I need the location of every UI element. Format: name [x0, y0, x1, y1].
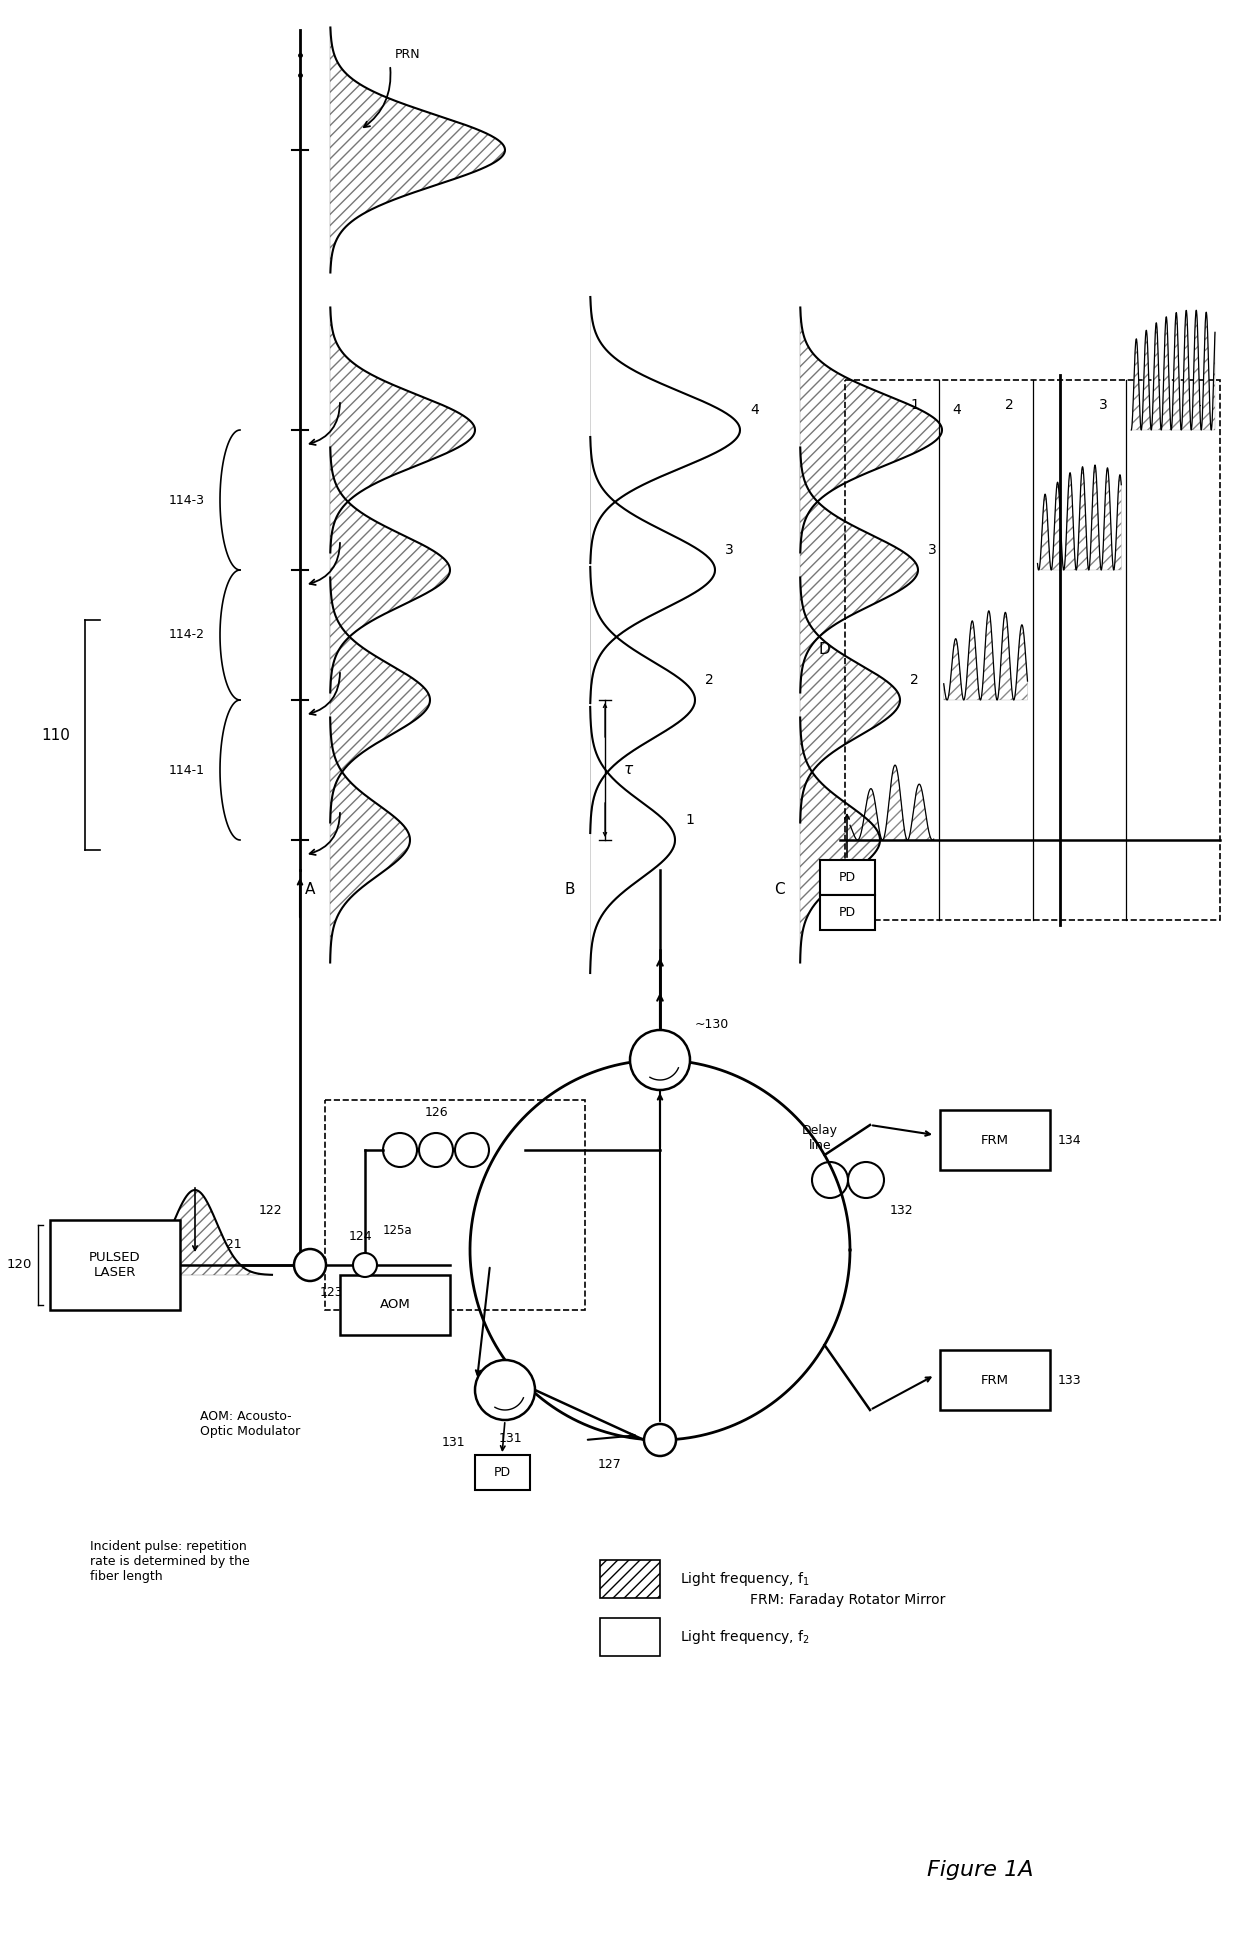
Text: 4: 4: [1192, 398, 1200, 412]
Text: 121: 121: [218, 1238, 242, 1251]
Text: PD: PD: [839, 906, 856, 919]
Text: Incident pulse: repetition
rate is determined by the
fiber length: Incident pulse: repetition rate is deter…: [91, 1540, 249, 1583]
Text: PR4: PR4: [345, 383, 370, 396]
Bar: [475, 1454, 529, 1489]
Bar: [940, 1351, 1050, 1409]
Text: 123: 123: [320, 1286, 343, 1300]
Text: 3: 3: [725, 543, 734, 556]
Text: 128: 128: [304, 1257, 329, 1269]
Text: 110: 110: [41, 728, 69, 742]
Text: 120: 120: [6, 1259, 32, 1271]
Text: 133: 133: [1058, 1374, 1081, 1386]
Text: 1: 1: [890, 812, 899, 828]
Bar: [600, 1560, 660, 1599]
Text: 134: 134: [1058, 1134, 1081, 1146]
Text: A: A: [305, 882, 315, 898]
Text: PRN: PRN: [396, 49, 420, 62]
Text: 2: 2: [706, 673, 714, 687]
Circle shape: [353, 1253, 377, 1277]
Text: PD: PD: [839, 871, 856, 884]
Text: FRM: FRM: [981, 1374, 1009, 1386]
Text: PR2: PR2: [345, 654, 370, 666]
Text: FRM: FRM: [981, 1134, 1009, 1146]
Text: 124: 124: [348, 1230, 372, 1243]
Text: 4: 4: [750, 402, 759, 418]
Text: 132: 132: [890, 1204, 914, 1216]
Text: FRM: Faraday Rotator Mirror: FRM: Faraday Rotator Mirror: [750, 1593, 945, 1606]
Text: ~130: ~130: [694, 1019, 729, 1031]
Text: 122: 122: [258, 1204, 281, 1216]
Text: 127: 127: [598, 1458, 622, 1472]
Bar: [325, 1101, 585, 1310]
Circle shape: [294, 1249, 326, 1281]
Text: 3: 3: [1099, 398, 1107, 412]
Text: Light frequency, f$_2$: Light frequency, f$_2$: [680, 1628, 810, 1646]
Text: 125b: 125b: [370, 1286, 399, 1300]
Text: $\tau$: $\tau$: [622, 763, 634, 777]
Text: 3: 3: [928, 543, 936, 556]
Text: AOM: AOM: [379, 1298, 410, 1312]
Text: 114-2: 114-2: [169, 629, 205, 642]
Bar: [820, 861, 875, 896]
Text: C: C: [774, 882, 785, 898]
Text: 125a: 125a: [383, 1224, 413, 1236]
Text: PR1: PR1: [345, 794, 370, 806]
Circle shape: [475, 1361, 534, 1419]
Text: 131: 131: [441, 1437, 465, 1450]
Text: 114-1: 114-1: [169, 763, 205, 777]
Text: PR3: PR3: [345, 523, 370, 537]
Text: 4: 4: [952, 402, 961, 418]
Circle shape: [644, 1425, 676, 1456]
Bar: [340, 1275, 450, 1335]
Text: 114-3: 114-3: [169, 494, 205, 506]
Text: PD: PD: [494, 1466, 511, 1480]
Text: 2: 2: [910, 673, 919, 687]
Bar: [820, 896, 875, 929]
Text: PULSED
LASER: PULSED LASER: [89, 1251, 141, 1279]
Bar: [50, 1220, 180, 1310]
Text: 1: 1: [684, 812, 694, 828]
Text: AOM: Acousto-
Optic Modulator: AOM: Acousto- Optic Modulator: [200, 1409, 300, 1439]
Text: 1: 1: [911, 398, 920, 412]
Bar: [844, 381, 1220, 919]
Circle shape: [630, 1031, 689, 1089]
Bar: [940, 1111, 1050, 1169]
Text: Light frequency, f$_1$: Light frequency, f$_1$: [680, 1569, 810, 1589]
Text: Figure 1A: Figure 1A: [926, 1860, 1033, 1880]
Text: Delay
line: Delay line: [802, 1124, 838, 1152]
Text: 126: 126: [424, 1105, 448, 1118]
Text: 2: 2: [1004, 398, 1013, 412]
Text: B: B: [564, 882, 575, 898]
Text: D: D: [818, 642, 830, 658]
Bar: [600, 1618, 660, 1655]
Text: 131: 131: [498, 1431, 522, 1444]
